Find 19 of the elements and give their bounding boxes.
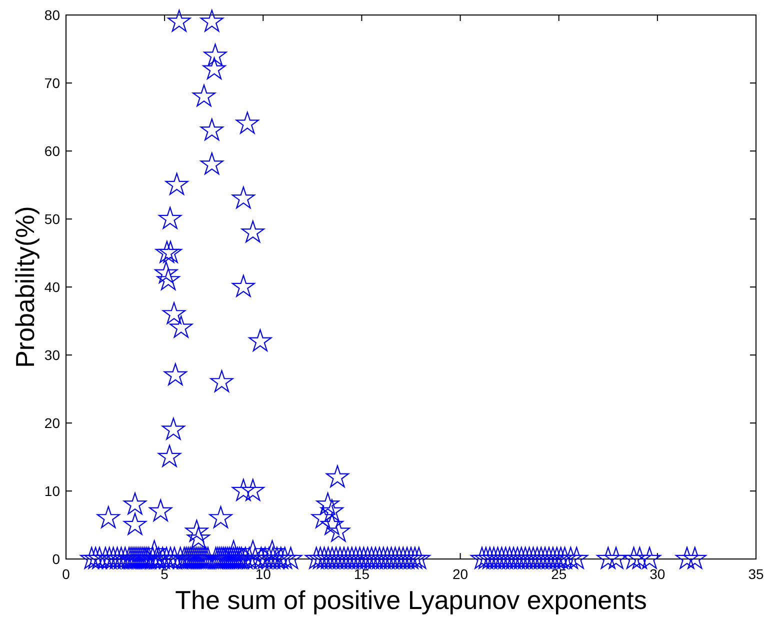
x-tick-label: 5 [160, 566, 169, 582]
y-tick-label: 80 [44, 7, 60, 23]
x-axis-title: The sum of positive Lyapunov exponents [175, 585, 647, 615]
x-tick-label: 35 [748, 566, 764, 582]
y-tick-label: 20 [44, 415, 60, 431]
y-tick-label: 0 [52, 551, 60, 567]
x-tick-label: 15 [354, 566, 370, 582]
x-tick-label: 30 [650, 566, 666, 582]
y-tick-label: 50 [44, 211, 60, 227]
y-tick-label: 10 [44, 483, 60, 499]
x-tick-label: 10 [255, 566, 272, 582]
y-axis-title: Probability(%) [10, 206, 40, 368]
y-tick-label: 60 [44, 143, 60, 159]
y-tick-label: 40 [44, 279, 60, 295]
x-tick-label: 25 [551, 566, 567, 582]
y-tick-label: 70 [44, 75, 60, 91]
y-tick-label: 30 [44, 347, 60, 363]
x-tick-label: 0 [62, 566, 70, 582]
x-tick-label: 20 [452, 566, 468, 582]
